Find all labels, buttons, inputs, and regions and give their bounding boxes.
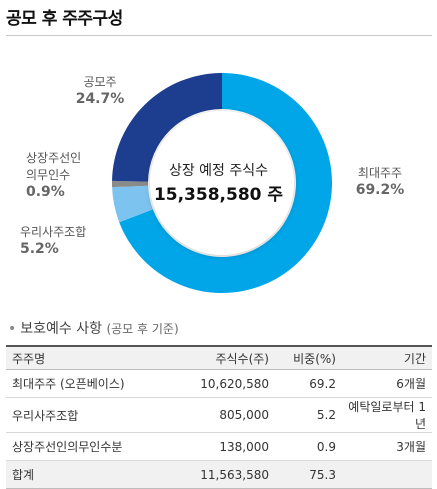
section-subtitle: (공모 후 기준) [106, 322, 179, 336]
slice-name: 우리사주조합 [20, 225, 87, 239]
slice-percent: 5.2% [20, 241, 59, 257]
header-ratio: 비중(%) [275, 345, 342, 370]
table-row: 우리사주조합 805,000 5.2 예탁일로부터 1년 [6, 397, 432, 433]
section-heading: • 보호예수 사항 (공모 후 기준) [8, 318, 179, 338]
table-total-row: 합계 11,563,580 75.3 [6, 460, 432, 489]
cell-ratio: 0.9 [275, 432, 342, 461]
slice-label-underwriter: 상장주선인 의무인수 0.9% [26, 150, 106, 201]
cell-shares: 805,000 [168, 397, 275, 433]
table-header-row: 주주명 주식수(주) 비중(%) 기간 [6, 345, 432, 370]
slice-label-employee: 우리사주조합 5.2% [20, 224, 110, 258]
total-period [342, 460, 432, 489]
slice-label-major: 최대주주 69.2% [340, 165, 420, 199]
donut-slice-0 [119, 73, 332, 293]
slice-name: 최대주주 [357, 166, 403, 180]
title-divider [6, 35, 432, 36]
total-shares: 11,563,580 [168, 460, 275, 489]
table-row: 상장주선인의무인수분 138,000 0.9 3개월 [6, 432, 432, 461]
cell-name: 우리사주조합 [6, 397, 168, 433]
donut-slice-2 [111, 180, 149, 188]
cell-period: 6개월 [342, 369, 432, 398]
table-row: 최대주주 (오픈베이스) 10,620,580 69.2 6개월 [6, 369, 432, 398]
slice-percent: 0.9% [26, 184, 65, 200]
center-title: 상장 예정 주식수 [168, 163, 269, 179]
donut-slice-3 [112, 73, 222, 182]
page-title: 공모 후 주주구성 [6, 9, 123, 29]
section-title: 보호예수 사항 [20, 321, 102, 337]
center-value: 15,358,580 주 [153, 185, 284, 205]
total-ratio: 75.3 [275, 460, 342, 489]
lockup-table: 주주명 주식수(주) 비중(%) 기간 최대주주 (오픈베이스) 10,620,… [6, 345, 432, 489]
header-name: 주주명 [6, 345, 168, 370]
slice-percent: 24.7% [75, 91, 125, 107]
donut-chart [111, 73, 332, 293]
cell-name: 최대주주 (오픈베이스) [6, 369, 168, 398]
slice-name: 상장주선인 의무인수 [26, 151, 82, 182]
cell-ratio: 5.2 [275, 397, 342, 433]
header-shares: 주식수(주) [168, 345, 275, 370]
donut-slice-1 [112, 185, 153, 223]
cell-ratio: 69.2 [275, 369, 342, 398]
slice-label-public: 공모주 24.7% [60, 74, 140, 108]
cell-period: 예탁일로부터 1년 [342, 397, 432, 433]
cell-name: 상장주선인의무인수분 [6, 432, 168, 461]
slice-percent: 69.2% [355, 182, 405, 198]
header-period: 기간 [342, 345, 432, 370]
bullet: • [8, 321, 17, 337]
slice-name: 공모주 [83, 75, 117, 89]
cell-shares: 138,000 [168, 432, 275, 461]
cell-shares: 10,620,580 [168, 369, 275, 398]
donut-center [150, 111, 294, 255]
cell-period: 3개월 [342, 432, 432, 461]
total-name: 합계 [6, 460, 168, 489]
